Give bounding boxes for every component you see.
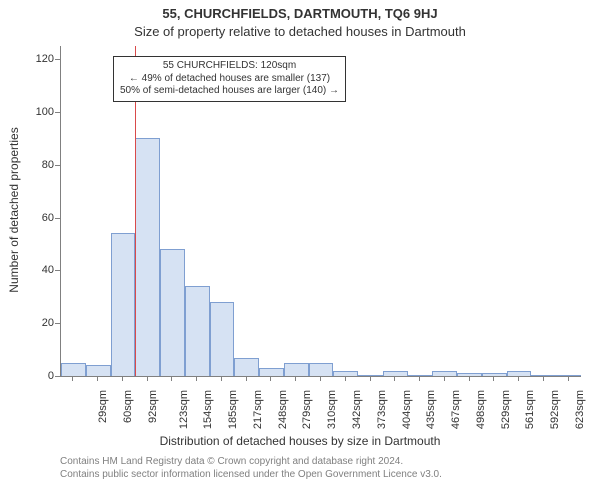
x-tick-label: 561sqm xyxy=(524,390,536,429)
histogram-bar xyxy=(457,373,482,376)
y-tick-label: 100 xyxy=(24,106,54,118)
y-tick-label: 20 xyxy=(24,317,54,329)
footer-attribution: Contains HM Land Registry data © Crown c… xyxy=(0,456,600,481)
x-tick-mark xyxy=(543,376,544,381)
x-tick-label: 248sqm xyxy=(277,390,289,429)
histogram-bar xyxy=(111,233,136,376)
callout-line: ← 49% of detached houses are smaller (13… xyxy=(120,73,339,86)
y-tick-mark xyxy=(55,218,60,219)
x-tick-label: 154sqm xyxy=(203,390,215,429)
histogram-bar xyxy=(160,249,185,376)
x-tick-label: 435sqm xyxy=(425,390,437,429)
x-tick-label: 592sqm xyxy=(549,390,561,429)
chart-title-address: 55, CHURCHFIELDS, DARTMOUTH, TQ6 9HJ xyxy=(0,6,600,21)
footer-line-1: Contains HM Land Registry data © Crown c… xyxy=(60,456,600,469)
histogram-bar xyxy=(556,375,581,376)
callout-line: 50% of semi-detached houses are larger (… xyxy=(120,85,339,98)
histogram-bar xyxy=(333,371,358,376)
x-tick-label: 404sqm xyxy=(401,390,413,429)
x-tick-label: 92sqm xyxy=(147,390,159,423)
histogram-bar xyxy=(234,358,259,376)
histogram-bar xyxy=(61,363,86,376)
histogram-bar xyxy=(309,363,334,376)
x-tick-label: 60sqm xyxy=(122,390,134,423)
x-tick-mark xyxy=(469,376,470,381)
y-tick-mark xyxy=(55,323,60,324)
chart-container: 55, CHURCHFIELDS, DARTMOUTH, TQ6 9HJ Siz… xyxy=(0,0,600,500)
x-tick-label: 498sqm xyxy=(475,390,487,429)
x-tick-mark xyxy=(147,376,148,381)
x-tick-mark xyxy=(97,376,98,381)
x-tick-mark xyxy=(171,376,172,381)
x-tick-mark xyxy=(72,376,73,381)
x-tick-label: 123sqm xyxy=(178,390,190,429)
x-axis-label: Distribution of detached houses by size … xyxy=(0,434,600,448)
histogram-bar xyxy=(284,363,309,376)
x-tick-mark xyxy=(568,376,569,381)
y-tick-mark xyxy=(55,165,60,166)
x-tick-mark xyxy=(295,376,296,381)
plot-area: 55 CHURCHFIELDS: 120sqm← 49% of detached… xyxy=(60,46,581,377)
x-tick-mark xyxy=(370,376,371,381)
x-tick-mark xyxy=(345,376,346,381)
footer-line-2: Contains public sector information licen… xyxy=(60,469,600,482)
x-tick-label: 279sqm xyxy=(302,390,314,429)
y-tick-label: 120 xyxy=(24,53,54,65)
y-tick-label: 80 xyxy=(24,159,54,171)
histogram-bar xyxy=(210,302,235,376)
chart-title-subtitle: Size of property relative to detached ho… xyxy=(0,24,600,39)
y-tick-label: 40 xyxy=(24,264,54,276)
y-tick-mark xyxy=(55,376,60,377)
x-tick-mark xyxy=(246,376,247,381)
histogram-bar xyxy=(259,368,284,376)
y-tick-mark xyxy=(55,59,60,60)
x-tick-mark xyxy=(493,376,494,381)
y-tick-mark xyxy=(55,112,60,113)
x-tick-mark xyxy=(394,376,395,381)
x-tick-mark xyxy=(122,376,123,381)
histogram-bar xyxy=(86,365,111,376)
x-tick-label: 185sqm xyxy=(227,390,239,429)
histogram-bar xyxy=(531,375,556,376)
x-tick-label: 467sqm xyxy=(450,390,462,429)
x-tick-label: 623sqm xyxy=(574,390,586,429)
x-tick-mark xyxy=(196,376,197,381)
x-tick-label: 342sqm xyxy=(351,390,363,429)
x-tick-mark xyxy=(320,376,321,381)
histogram-bar xyxy=(432,371,457,376)
x-tick-mark xyxy=(270,376,271,381)
x-tick-label: 529sqm xyxy=(500,390,512,429)
x-tick-mark xyxy=(444,376,445,381)
callout-line: 55 CHURCHFIELDS: 120sqm xyxy=(120,60,339,73)
x-tick-label: 373sqm xyxy=(376,390,388,429)
x-tick-label: 310sqm xyxy=(326,390,338,429)
y-tick-label: 60 xyxy=(24,212,54,224)
histogram-bar xyxy=(358,375,383,376)
x-tick-mark xyxy=(221,376,222,381)
y-axis-label: Number of detached properties xyxy=(7,110,21,310)
x-tick-mark xyxy=(518,376,519,381)
y-tick-mark xyxy=(55,270,60,271)
x-tick-label: 29sqm xyxy=(97,390,109,423)
x-tick-mark xyxy=(419,376,420,381)
property-callout: 55 CHURCHFIELDS: 120sqm← 49% of detached… xyxy=(113,56,346,102)
histogram-bar xyxy=(185,286,210,376)
x-tick-label: 217sqm xyxy=(252,390,264,429)
histogram-bar xyxy=(135,138,160,376)
y-tick-label: 0 xyxy=(24,370,54,382)
